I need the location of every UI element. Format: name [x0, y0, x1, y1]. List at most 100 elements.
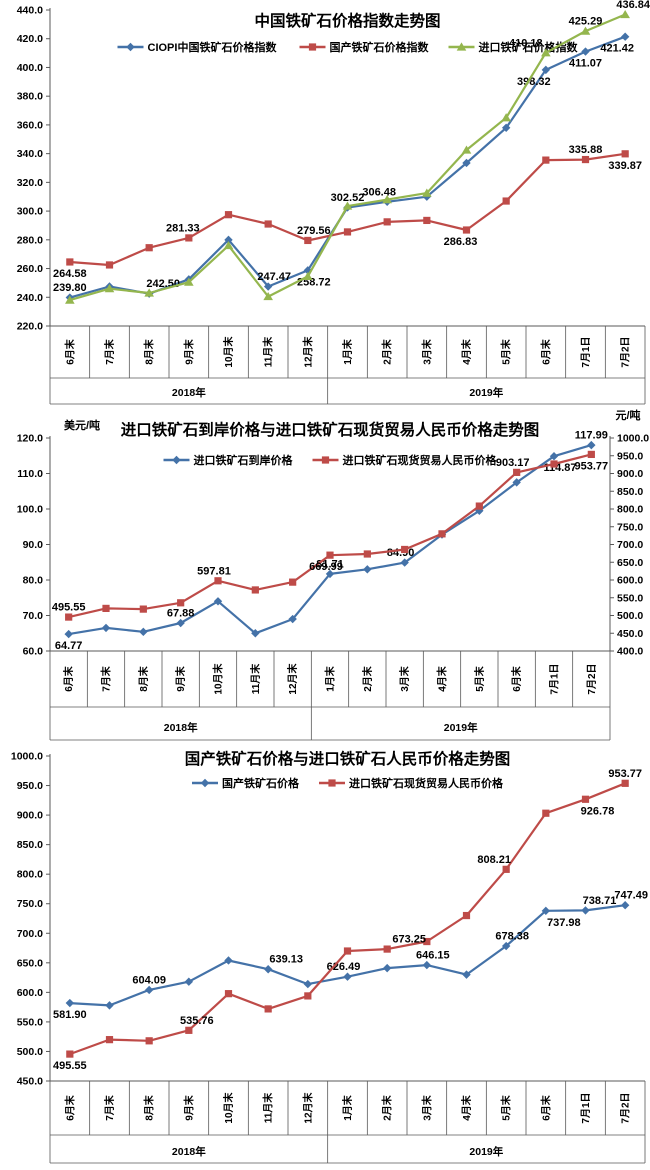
- data-point-label: 597.81: [197, 565, 231, 577]
- data-point-diamond-icon: [263, 965, 273, 974]
- x-axis-category-label: 12月末: [301, 335, 314, 367]
- data-point-triangle-icon: [541, 48, 551, 57]
- data-point-square-icon: [581, 155, 590, 164]
- data-point-label: 669.99: [309, 561, 343, 573]
- data-point-triangle-icon: [422, 188, 432, 197]
- x-axis-category-label: 3月末: [398, 665, 411, 692]
- chart-canvas: 450.0 500.0 550.0 600.0 650.0 700.0 750.0 800.0…: [11, 749, 648, 1164]
- data-point-diamond-icon: [363, 565, 372, 574]
- data-point-triangle-icon: [620, 9, 630, 19]
- x-axis-year-label: 2019年: [469, 386, 503, 399]
- x-axis-category-label: 6月末: [510, 665, 523, 692]
- y-axis-tick-label: 400.0: [17, 62, 43, 74]
- data-point-label: 398.32: [517, 76, 551, 88]
- chart-domestic-vs-import-rmb-price: 450.0 500.0 550.0 600.0 650.0 700.0 750.0 800.0…: [0, 745, 650, 1170]
- data-point-label: 114.87: [543, 462, 576, 474]
- legend-item-label: 国产铁矿石价格: [222, 776, 300, 790]
- data-point-diamond-icon: [105, 1001, 114, 1010]
- x-axis-category-label: 4月末: [460, 1094, 473, 1121]
- x-axis-category-label: 9月末: [182, 338, 195, 365]
- y-axis-right-tick-label: 850.0: [617, 486, 643, 498]
- y-axis-tick-label: 360.0: [17, 119, 43, 131]
- y-axis-tick-label: 1000.0: [11, 751, 43, 763]
- y-axis-tick-label: 100.0: [17, 504, 43, 516]
- x-axis-category-label: 5月末: [473, 665, 486, 692]
- x-axis-category-label: 7月末: [103, 1094, 116, 1121]
- data-point-label: 302.52: [331, 192, 365, 204]
- x-axis-category-label: 10月末: [222, 1091, 235, 1123]
- y-axis-right-tick-label: 800.0: [617, 504, 643, 516]
- y-axis-tick-label: 60.0: [23, 646, 44, 658]
- data-point-diamond-icon: [224, 956, 233, 965]
- data-point-triangle-icon: [382, 195, 392, 204]
- x-axis-category-label: 5月末: [500, 338, 513, 365]
- y-axis-right-unit-label: 元/吨: [615, 408, 640, 422]
- legend-item-label: 国产铁矿石价格指数: [330, 40, 430, 54]
- data-point-square-icon: [502, 197, 510, 205]
- series-line: [69, 782, 626, 1056]
- data-point-square-icon: [621, 779, 629, 787]
- data-point-label: 339.87: [608, 160, 642, 172]
- x-axis-category-label: 7月末: [100, 665, 113, 692]
- y-axis-left-unit-label: 美元/吨: [64, 418, 100, 432]
- y-axis-tick-label: 90.0: [23, 539, 44, 551]
- y-axis-tick-label: 600.0: [17, 987, 43, 999]
- data-point-square-icon: [621, 150, 629, 158]
- data-point-triangle-icon: [263, 291, 273, 301]
- x-axis-category-label: 6月末: [62, 665, 75, 692]
- x-axis-year-label: 2018年: [172, 386, 206, 399]
- data-point-square-icon: [383, 218, 391, 226]
- x-axis-category-label: 2月末: [381, 338, 394, 365]
- data-point-triangle-icon: [144, 288, 154, 297]
- x-axis-category-label: 7月2日: [586, 663, 598, 694]
- y-axis-right-tick-label: 450.0: [617, 628, 643, 640]
- data-point-square-icon: [289, 578, 297, 586]
- y-axis-right-tick-label: 400.0: [617, 646, 643, 658]
- data-point-square-icon: [542, 809, 550, 817]
- y-axis-tick-label: 300.0: [17, 206, 43, 218]
- x-axis-category-label: 7月1日: [549, 663, 561, 694]
- y-axis-tick-label: 340.0: [17, 148, 43, 160]
- data-point-diamond-icon: [581, 906, 590, 915]
- y-axis-tick-label: 280.0: [17, 234, 43, 246]
- data-point-diamond-icon: [501, 123, 511, 132]
- legend-square-icon: [321, 456, 330, 464]
- legend-item-label: 进口铁矿石现货贸易人民币价格: [349, 776, 504, 790]
- data-point-square-icon: [587, 450, 595, 459]
- x-axis-category-label: 1月末: [324, 665, 337, 692]
- x-axis-category-label: 10月末: [222, 335, 235, 367]
- data-point-label: 239.80: [53, 282, 87, 294]
- x-axis-category-label: 4月末: [436, 665, 449, 692]
- x-axis-category-label: 4月末: [460, 338, 473, 365]
- y-axis-tick-label: 320.0: [17, 177, 43, 189]
- y-axis-right-tick-label: 600.0: [617, 575, 643, 587]
- data-point-diamond-icon: [184, 977, 194, 986]
- data-point-label: 279.56: [297, 225, 331, 237]
- data-point-label: 738.71: [583, 895, 617, 907]
- data-point-square-icon: [423, 216, 431, 225]
- x-axis-category-label: 6月末: [539, 338, 552, 365]
- x-axis-year-label: 2018年: [164, 721, 198, 734]
- data-point-triangle-icon: [223, 240, 234, 250]
- data-point-diamond-icon: [303, 979, 313, 989]
- data-point-diamond-icon: [224, 235, 233, 245]
- data-point-label: 410.18: [509, 37, 543, 49]
- data-point-diamond-icon: [541, 65, 551, 75]
- data-point-diamond-icon: [263, 282, 273, 291]
- legend-diamond-icon: [172, 455, 181, 465]
- data-point-diamond-icon: [581, 47, 590, 56]
- y-axis-tick-label: 900.0: [17, 810, 43, 822]
- x-axis-category-label: 12月末: [301, 1091, 314, 1123]
- x-axis-category-label: 11月末: [249, 663, 262, 695]
- chart-canvas: 220.0 240.0 260.0 280.0 300.0 320.0 340.0 360.0…: [17, 0, 650, 405]
- data-point-label: 411.07: [569, 58, 602, 70]
- data-point-label: 747.49: [614, 890, 648, 902]
- y-axis-tick-label: 500.0: [17, 1046, 43, 1058]
- y-axis-tick-label: 800.0: [17, 869, 43, 881]
- x-axis-category-label: 2月末: [361, 665, 374, 692]
- y-axis-tick-label: 120.0: [17, 433, 43, 445]
- legend-diamond-icon: [200, 778, 210, 788]
- data-point-label: 673.25: [392, 934, 426, 946]
- legend-item-label: 进口铁矿石价格指数: [479, 40, 579, 54]
